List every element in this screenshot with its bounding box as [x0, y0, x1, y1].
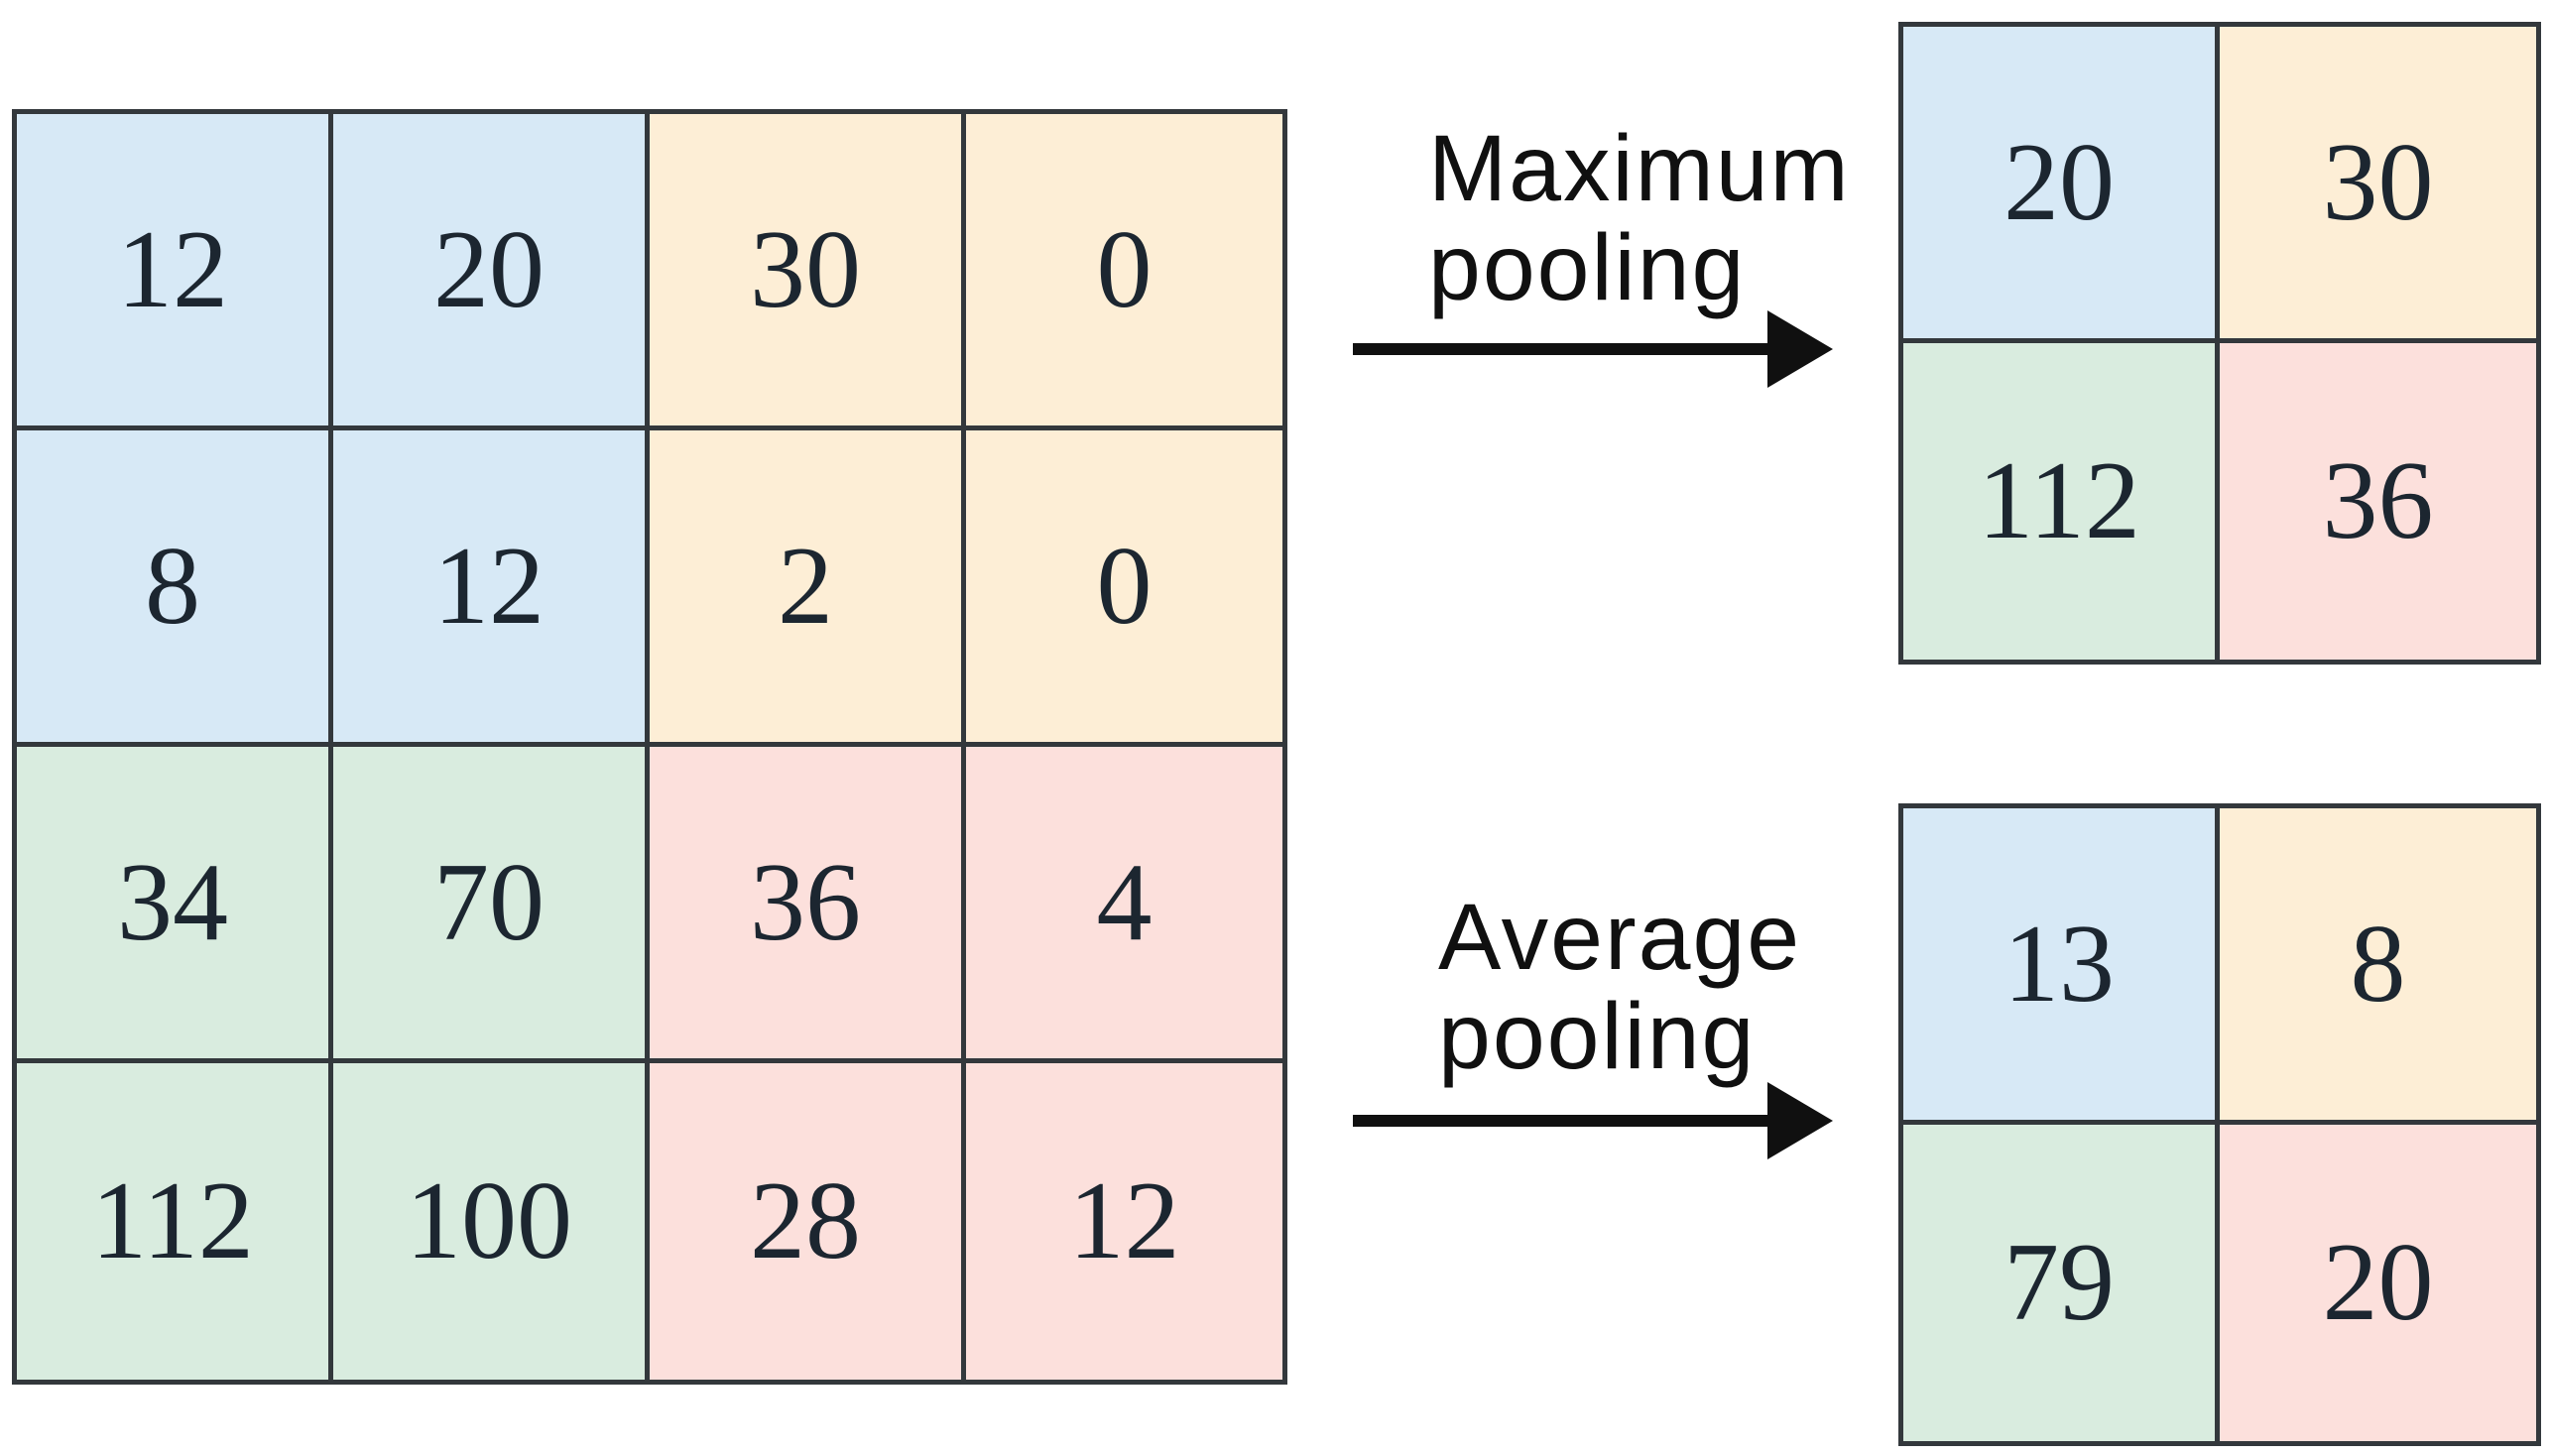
matrix-cell: 36: [650, 747, 966, 1063]
arrow-shaft: [1353, 1115, 1771, 1127]
matrix-cell: 36: [2220, 343, 2536, 660]
matrix-cell: 28: [650, 1063, 966, 1380]
max-pooling-label-line2: pooling: [1428, 215, 1747, 320]
matrix-cell: 20: [2220, 1125, 2536, 1441]
arrow-head-icon: [1767, 1082, 1833, 1159]
matrix-cell: 112: [1903, 343, 2220, 660]
max-pooling-arrow: [1353, 310, 1833, 388]
max-pooling-label: Maximum pooling: [1428, 119, 1851, 317]
matrix-cell: 12: [17, 114, 333, 430]
average-pooling-arrow: [1353, 1082, 1833, 1159]
matrix-cell: 4: [966, 747, 1282, 1063]
matrix-cell: 0: [966, 430, 1282, 747]
average-pooling-label-line2: pooling: [1438, 984, 1757, 1089]
matrix-cell: 12: [333, 430, 650, 747]
matrix-cell: 79: [1903, 1125, 2220, 1441]
matrix-cell: 2: [650, 430, 966, 747]
matrix-cell: 30: [650, 114, 966, 430]
matrix-cell: 34: [17, 747, 333, 1063]
arrow-shaft: [1353, 343, 1771, 355]
matrix-cell: 13: [1903, 808, 2220, 1125]
matrix-cell: 0: [966, 114, 1282, 430]
average-pooling-label: Average pooling: [1438, 888, 1801, 1086]
matrix-cell: 20: [333, 114, 650, 430]
max-pooling-output-matrix: 20 30 112 36: [1898, 22, 2541, 665]
matrix-cell: 8: [17, 430, 333, 747]
average-pooling-label-line1: Average: [1438, 885, 1802, 990]
input-matrix: 12 20 30 0 8 12 2 0 34 70 36 4 112 100 28 12: [12, 109, 1287, 1385]
matrix-cell: 20: [1903, 27, 2220, 343]
matrix-cell: 30: [2220, 27, 2536, 343]
matrix-cell: 70: [333, 747, 650, 1063]
matrix-cell: 8: [2220, 808, 2536, 1125]
matrix-cell: 100: [333, 1063, 650, 1380]
matrix-cell: 12: [966, 1063, 1282, 1380]
matrix-cell: 112: [17, 1063, 333, 1380]
arrow-head-icon: [1767, 310, 1833, 388]
average-pooling-output-matrix: 13 8 79 20: [1898, 803, 2541, 1446]
max-pooling-label-line1: Maximum: [1428, 116, 1851, 221]
